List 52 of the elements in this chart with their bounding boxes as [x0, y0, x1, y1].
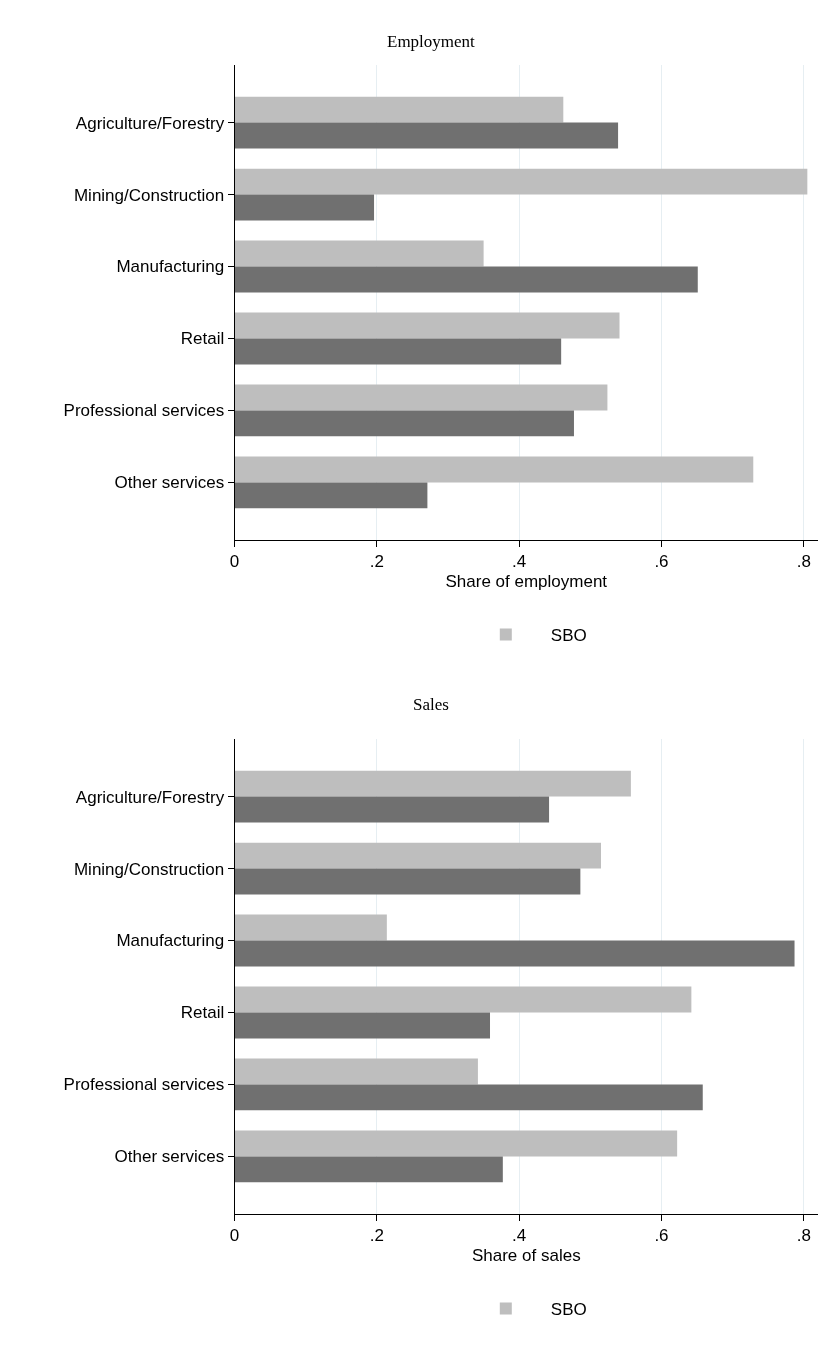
- x-tick-label: .8: [796, 552, 811, 572]
- bar: [234, 410, 574, 437]
- x-tick-label: .2: [369, 1226, 384, 1246]
- bar: [234, 796, 550, 823]
- bar: [234, 770, 631, 797]
- chart-title: Sales: [413, 695, 449, 714]
- x-tick-label: .4: [512, 1226, 527, 1246]
- bar: [234, 122, 619, 149]
- bar: [234, 1156, 503, 1183]
- y-tick-label: Agriculture/Forestry: [75, 787, 225, 807]
- bar: [234, 168, 808, 195]
- bar: [234, 266, 698, 293]
- bar: [234, 1012, 491, 1039]
- bar: [234, 240, 484, 267]
- bar: [234, 384, 608, 411]
- bar: [234, 986, 692, 1013]
- y-tick-label: Other services: [114, 473, 225, 493]
- x-tick-label: 0: [229, 1226, 240, 1246]
- bar: [234, 312, 620, 339]
- bar: [234, 1084, 703, 1111]
- bar: [234, 456, 754, 483]
- bar: [234, 482, 428, 509]
- y-tick-label: Professional services: [63, 1075, 225, 1095]
- bar: [234, 868, 581, 895]
- bar: [234, 194, 375, 221]
- legend-label: SBO: [550, 626, 587, 646]
- x-tick-label: .4: [512, 552, 527, 572]
- bar: [234, 96, 564, 123]
- y-tick-label: Retail: [180, 1003, 225, 1023]
- chart-title: Employment: [387, 32, 476, 51]
- x-tick-label: 0: [229, 552, 240, 572]
- bar: [234, 1058, 478, 1085]
- y-tick-label: Retail: [180, 329, 225, 349]
- y-tick-label: Other services: [114, 1147, 225, 1167]
- bar: [234, 842, 602, 869]
- y-tick-label: Manufacturing: [116, 257, 225, 277]
- bar: [234, 914, 387, 941]
- x-tick-label: .6: [654, 552, 669, 572]
- y-tick-label: Professional services: [63, 401, 225, 421]
- legend-label: SBO: [550, 1300, 587, 1320]
- y-tick-label: Agriculture/Forestry: [75, 113, 225, 133]
- x-tick-label: .8: [796, 1226, 811, 1246]
- x-axis-title: Share of employment: [445, 571, 608, 591]
- y-tick-label: Manufacturing: [116, 931, 225, 951]
- bar: [234, 940, 795, 967]
- x-tick-label: .2: [369, 552, 384, 572]
- x-axis-title: Share of sales: [471, 1245, 581, 1265]
- bar: [234, 338, 562, 365]
- y-tick-label: Mining/Construction: [73, 859, 225, 879]
- y-tick-label: Mining/Construction: [73, 185, 225, 205]
- x-tick-label: .6: [654, 1226, 669, 1246]
- bar: [234, 1130, 678, 1157]
